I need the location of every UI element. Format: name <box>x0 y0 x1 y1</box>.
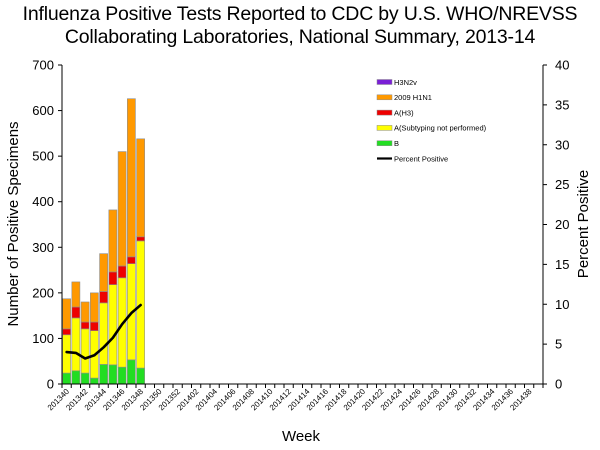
bar-segment-b-201344 <box>99 364 108 385</box>
bar-segment-a-h3--201340 <box>62 328 71 336</box>
bar-segment-b-201345 <box>108 364 118 385</box>
bar-segment-2009-h1n1-201340 <box>62 298 71 330</box>
x-axis-title: Week <box>282 428 321 445</box>
bar-segment-a-h3--201347 <box>127 256 136 264</box>
legend-label-h3n2v: H3N2v <box>394 78 417 87</box>
bar-segment-a-h3--201348 <box>136 236 145 242</box>
bar-segment-a-h3--201345 <box>108 271 118 285</box>
legend-label-b: B <box>394 139 399 148</box>
y-tick-label-600: 600 <box>32 103 54 118</box>
legend-swatch-a-h3 <box>376 109 393 116</box>
bar-segment-b-201343 <box>90 377 99 385</box>
bar-segment-b-201348 <box>136 367 145 385</box>
bar-segment-2009-h1n1-201347 <box>127 98 136 258</box>
y2-tick-label-15: 15 <box>555 257 569 272</box>
bar-segment-a-h3--201343 <box>90 321 99 331</box>
y-tick-label-400: 400 <box>32 194 54 209</box>
bar-segment-a-h3--201346 <box>117 265 127 279</box>
bar-segment-b-201346 <box>117 366 127 385</box>
chart-title-line-1: Influenza Positive Tests Reported to CDC… <box>22 3 578 25</box>
legend-label-a-subtyping-not-performed: A(Subtyping not performed) <box>394 124 487 133</box>
bar-segment-a-h3--201342 <box>80 321 90 330</box>
bar-segment-2009-h1n1-201345 <box>108 209 118 273</box>
y2-axis-title: Percent Positive <box>575 170 592 278</box>
bar-segment-a-h3--201341 <box>71 306 81 319</box>
y2-tick-label-0: 0 <box>555 377 562 392</box>
bar-segment-b-201347 <box>127 359 136 385</box>
y2-tick-label-20: 20 <box>555 217 569 232</box>
legend-swatch-a-subtyping-not-performed <box>376 125 393 131</box>
y-tick-label-100: 100 <box>32 331 54 346</box>
bar-segment-a-h3--201344 <box>99 291 108 304</box>
y2-tick-label-5: 5 <box>555 337 562 352</box>
bar-segment-2009-h1n1-201344 <box>99 253 108 292</box>
legend-label-2009-h1n1: 2009 H1N1 <box>394 93 432 102</box>
y-tick-label-200: 200 <box>32 285 54 300</box>
chart-title: Influenza Positive Tests Reported to CDC… <box>0 3 600 49</box>
y2-tick-label-30: 30 <box>555 137 569 152</box>
bar-segment-a-subtyping-not-performed--201345 <box>108 284 118 366</box>
bar-segment-b-201342 <box>80 372 90 385</box>
legend-label-percent-positive: Percent Positive <box>394 154 448 163</box>
y2-tick-label-25: 25 <box>555 177 569 192</box>
bar-segment-b-201340 <box>62 372 71 385</box>
bar-segment-2009-h1n1-201348 <box>136 138 145 238</box>
y2-tick-label-35: 35 <box>555 97 569 112</box>
bar-segment-a-subtyping-not-performed--201340 <box>62 334 71 374</box>
y-tick-label-700: 700 <box>32 58 54 73</box>
percent-positive-line <box>65 303 142 360</box>
bar-segment-a-subtyping-not-performed--201344 <box>99 302 108 365</box>
legend-swatch-h3n2v <box>376 79 393 85</box>
legend-swatch-2009-h1n1 <box>376 94 393 101</box>
legend: H3N2v 2009 H1N1 A(H3) A(Subtyping not perfo… <box>376 78 487 163</box>
x-tick-label-201438: 201438 <box>508 387 534 413</box>
bar-segment-b-201341 <box>71 370 81 385</box>
y-tick-label-300: 300 <box>32 240 54 255</box>
y2-tick-label-10: 10 <box>555 297 569 312</box>
y-axis-title: Number of Positive Specimens <box>5 121 22 326</box>
legend-label-a-h3: A(H3) <box>394 108 414 117</box>
bar-segment-2009-h1n1-201341 <box>71 281 81 308</box>
bar-segment-a-subtyping-not-performed--201341 <box>71 317 81 372</box>
bar-segment-2009-h1n1-201343 <box>90 292 99 323</box>
percent-positive-line-group <box>65 303 142 360</box>
y2-tick-label-40: 40 <box>555 58 569 73</box>
bar-segment-a-subtyping-not-performed--201342 <box>80 328 90 374</box>
y-tick-label-0: 0 <box>47 377 54 392</box>
bars-group <box>62 98 145 385</box>
legend-swatch-b <box>376 140 393 146</box>
bar-segment-2009-h1n1-201346 <box>117 151 127 267</box>
chart-title-line-2: Collaborating Laboratories, National Sum… <box>64 26 536 48</box>
bar-segment-2009-h1n1-201342 <box>80 301 90 323</box>
y-tick-label-500: 500 <box>32 149 54 164</box>
